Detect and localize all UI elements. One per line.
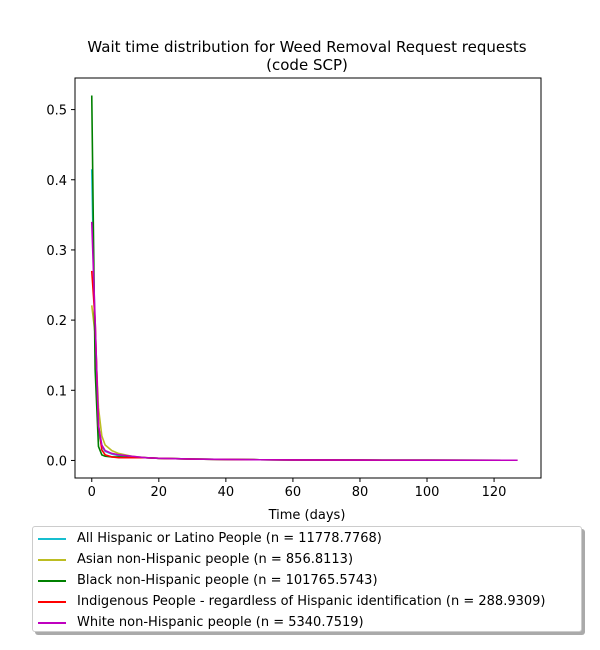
legend-label: All Hispanic or Latino People (n = 11778… [77,531,382,546]
x-tick-label: 0 [88,485,96,500]
legend-swatch [38,600,66,603]
series-line-3 [90,270,518,462]
y-tick-label: 0.4 [46,174,67,189]
legend-label: Indigenous People - regardless of Hispan… [77,594,546,609]
legend-label: Black non-Hispanic people (n = 101765.57… [77,573,378,588]
x-tick-label: 100 [415,485,440,500]
legend-label: White non-Hispanic people (n = 5340.7519… [77,615,364,630]
y-axis-ticks: 0.0 0.1 0.2 0.3 0.4 0.5 [46,104,75,469]
legend-label: Asian non-Hispanic people (n = 856.8113) [77,552,354,567]
legend-entry: White non-Hispanic people (n = 5340.7519… [33,612,581,633]
y-tick-label: 0.0 [46,454,67,469]
chart-title-line-2: (code SCP) [266,56,348,74]
x-axis-label: Time (days) [268,508,346,523]
legend-swatch [38,537,66,540]
x-axis-ticks: 0 20 40 60 80 100 120 [88,478,507,500]
legend-entry: Indigenous People - regardless of Hispan… [33,591,581,612]
legend-swatch [38,621,66,624]
series-line-0 [90,169,518,462]
x-tick-label: 120 [482,485,507,500]
x-tick-label: 60 [285,485,302,500]
series-line-4 [90,221,518,462]
legend-entry: All Hispanic or Latino People (n = 11778… [33,528,581,549]
x-tick-label: 80 [352,485,369,500]
series-layer [90,95,518,462]
y-tick-label: 0.3 [46,244,67,259]
series-line-1 [90,305,518,462]
y-tick-label: 0.2 [46,314,67,329]
y-tick-label: 0.1 [46,384,67,399]
legend-swatch [38,579,66,582]
legend-entry: Asian non-Hispanic people (n = 856.8113) [33,549,581,570]
plot-area-frame [74,77,542,479]
x-tick-label: 20 [151,485,168,500]
legend-entry: Black non-Hispanic people (n = 101765.57… [33,570,581,591]
x-tick-label: 40 [218,485,235,500]
legend-swatch [38,558,66,561]
chart-legend: All Hispanic or Latino People (n = 11778… [32,526,582,632]
chart-title-line-1: Wait time distribution for Weed Removal … [87,38,526,56]
series-line-2 [90,95,518,462]
y-tick-label: 0.5 [46,104,67,119]
